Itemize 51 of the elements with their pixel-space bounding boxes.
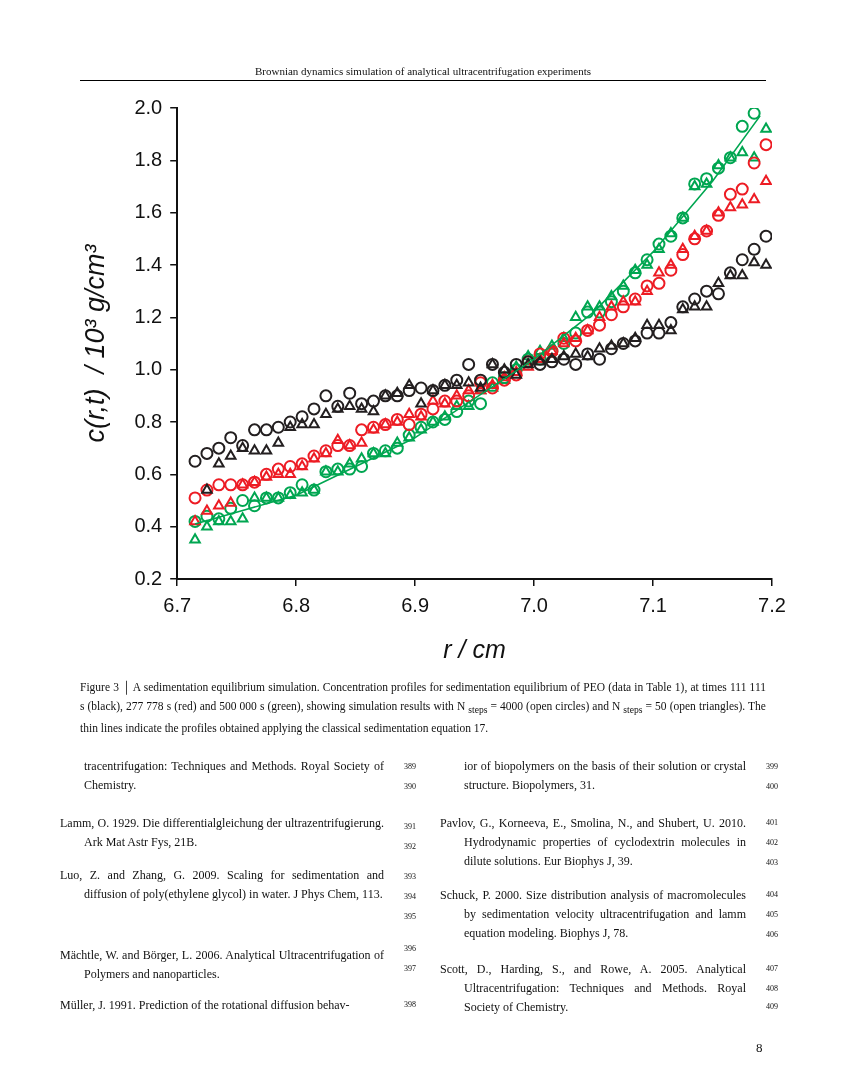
- x-tick-label: 6.7: [163, 593, 192, 616]
- text: 406: [766, 930, 778, 940]
- text: 403: [766, 858, 778, 868]
- text: 391: [404, 822, 416, 832]
- text: Schuck, P. 2000. Size distribution analysis of macromolecules by sedimentation velocity ultracentrifugation and lamm equation modeling. Biophys J, 78.: [440, 887, 746, 942]
- text: 404: [766, 890, 778, 900]
- x-tick-label: 7.1: [639, 593, 667, 616]
- y-tick-label: 1.2: [134, 304, 163, 327]
- text: 408: [766, 984, 778, 994]
- text: 396: [404, 944, 416, 954]
- text: Lamm, O. 1929. Die differentialgleichung der ultrazentrifugierung. Ark Mat Astr Fys, 21B.: [60, 815, 384, 851]
- y-tick-label: 0.4: [134, 514, 163, 537]
- x-tick-label: 7.0: [520, 593, 548, 616]
- x-tick-label: 6.8: [282, 593, 311, 616]
- y-tick-label: 0.2: [134, 566, 163, 589]
- y-tick-label: 1.6: [134, 200, 163, 223]
- text: 400: [766, 782, 778, 792]
- text: 398: [404, 1000, 416, 1010]
- text: 389: [404, 762, 416, 772]
- text: Müller, J. 1991. Prediction of the rotational diffusion behav-: [60, 997, 351, 1014]
- y-tick-label: 1.0: [134, 357, 163, 380]
- text: 401: [766, 818, 778, 828]
- text: 407: [766, 964, 778, 974]
- y-axis-title: c(r,t) / 10³ g/cm³: [79, 243, 110, 443]
- text: 399: [766, 762, 778, 772]
- text: Brownian dynamics simulation of analytical ultracentrifugation experiments: [80, 64, 766, 81]
- text: 392: [404, 842, 416, 852]
- text: 402: [766, 838, 778, 848]
- text: 409: [766, 1002, 778, 1012]
- y-tick-label: 0.8: [134, 409, 163, 432]
- text: Scott, D., Harding, S., and Rowe, A. 2005. Analytical Ultracentrifugation: Techniques and Methods. Royal Society of Chemistry.: [440, 961, 746, 1016]
- x-tick-label: 7.2: [758, 593, 786, 616]
- text: 405: [766, 910, 778, 920]
- text: tracentrifugation: Techniques and Methods. Royal Society of Chemistry.: [84, 758, 384, 794]
- y-tick-label: 2.0: [134, 95, 163, 118]
- x-axis-title: r / cm: [443, 634, 506, 663]
- text: Luo, Z. and Zhang, G. 2009. Scaling for sedimentation and diffusion of poly(ethylene glycol) in water. J Phys Chem, 113.: [60, 867, 384, 903]
- text: Figure 3 │ A sedimentation equilibrium simulation. Concentration profiles for sedimentation equilibrium of PEO (data in Table 1), at times 111 111 s (black), 277 778 s (red) and 500 000 s (green), showing simulation results with N $_{steps}$ = 4000 (open circles) and N $_{steps}$ = 50 (open triangles). The thin lines indicate the profiles obtained applying the classical sedimentation equation 17.: [80, 681, 766, 735]
- text: 394: [404, 892, 416, 902]
- x-tick-label: 6.9: [401, 593, 430, 616]
- text: 8: [756, 1039, 763, 1057]
- text: 397: [404, 964, 416, 974]
- y-tick-label: 1.8: [134, 147, 163, 170]
- text: 395: [404, 912, 416, 922]
- text: 393: [404, 872, 416, 882]
- text: Mächtle, W. and Börger, L. 2006. Analytical Ultracentrifugation of Polymers and nanoparticles.: [60, 947, 384, 983]
- text: ior of biopolymers on the basis of their solution or crystal structure. Biopolymers, 31.: [464, 758, 746, 794]
- text: Pavlov, G., Korneeva, E., Smolina, N., and Shubert, U. 2010. Hydrodynamic properties of cyclodextrin molecules in dilute solutions. Eur Biophys J, 39.: [440, 815, 746, 870]
- text: 390: [404, 782, 416, 792]
- y-tick-label: 1.4: [134, 252, 163, 275]
- y-tick-label: 0.6: [134, 461, 163, 484]
